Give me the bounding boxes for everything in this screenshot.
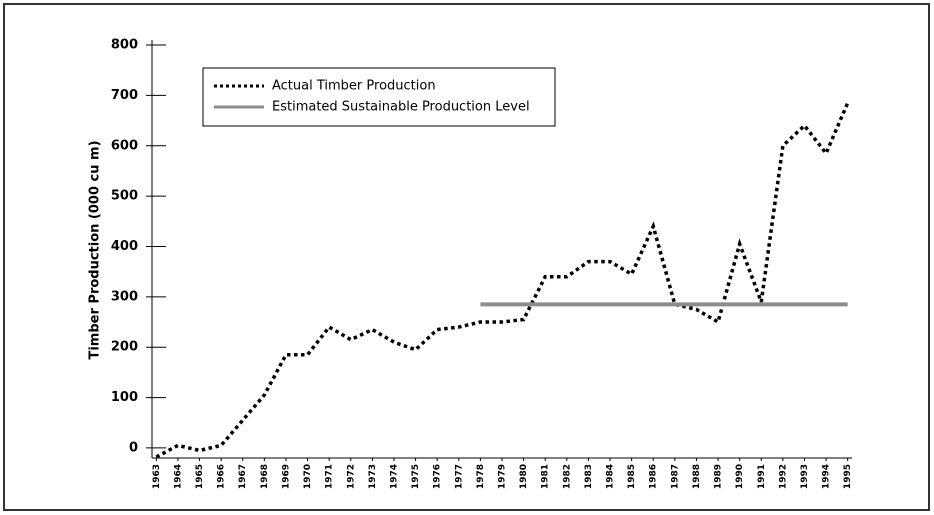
x-tick-label: 1978 — [476, 464, 486, 489]
legend-box — [202, 67, 556, 127]
x-tick-label: 1990 — [735, 464, 745, 489]
x-tick-label: 1968 — [260, 464, 270, 489]
frame — [3, 3, 930, 511]
x-tick-label: 1975 — [411, 464, 421, 489]
x-tick-label: 1967 — [238, 464, 248, 489]
x-tick-label: 1970 — [303, 464, 313, 489]
y-tick-label: 0 — [129, 440, 138, 455]
x-tick-label: 1965 — [195, 464, 205, 489]
y-tick-label: 500 — [111, 189, 138, 204]
y-tick-label: 300 — [111, 289, 138, 304]
x-tick-label: 1983 — [584, 464, 594, 489]
x-tick-label: 1989 — [714, 464, 724, 489]
y-tick-label: 800 — [111, 38, 138, 53]
legend-label: Actual Timber Production — [272, 79, 436, 94]
y-tick-label: 100 — [111, 390, 138, 405]
x-tick-label: 1992 — [778, 464, 788, 489]
x-tick-label: 1963 — [152, 464, 162, 489]
x-tick-label: 1995 — [843, 464, 853, 489]
x-tick-label: 1974 — [389, 464, 399, 489]
x-tick-label: 1977 — [454, 464, 464, 489]
x-tick-label: 1966 — [217, 464, 227, 489]
x-tick-label: 1964 — [173, 464, 183, 489]
x-tick-label: 1982 — [562, 464, 572, 489]
y-tick-label: 700 — [111, 88, 138, 103]
x-tick-label: 1981 — [541, 464, 551, 489]
x-tick-label: 1993 — [800, 464, 810, 489]
x-tick-label: 1971 — [325, 464, 335, 489]
y-tick-label: 200 — [111, 340, 138, 355]
x-tick-label: 1986 — [649, 464, 659, 489]
x-tick-label: 1972 — [346, 464, 356, 489]
x-tick-label: 1979 — [498, 464, 508, 489]
x-tick-label: 1984 — [606, 464, 616, 489]
x-tick-label: 1973 — [368, 464, 378, 489]
y-tick-label: 400 — [111, 239, 138, 254]
series-line — [155, 102, 850, 459]
x-tick-label: 1988 — [692, 464, 702, 489]
y-tick-label: 600 — [111, 138, 138, 153]
y-axis-label: Timber Production (000 cu m) — [88, 140, 103, 359]
x-tick-label: 1980 — [519, 464, 529, 489]
x-tick-label: 1976 — [433, 464, 443, 489]
x-tick-label: 1969 — [281, 464, 291, 489]
x-tick-label: 1987 — [670, 464, 680, 489]
legend-label: Estimated Sustainable Production Level — [272, 100, 530, 115]
x-tick-label: 1991 — [757, 464, 767, 489]
x-tick-label: 1985 — [627, 464, 637, 489]
x-tick-label: 1994 — [822, 464, 832, 489]
